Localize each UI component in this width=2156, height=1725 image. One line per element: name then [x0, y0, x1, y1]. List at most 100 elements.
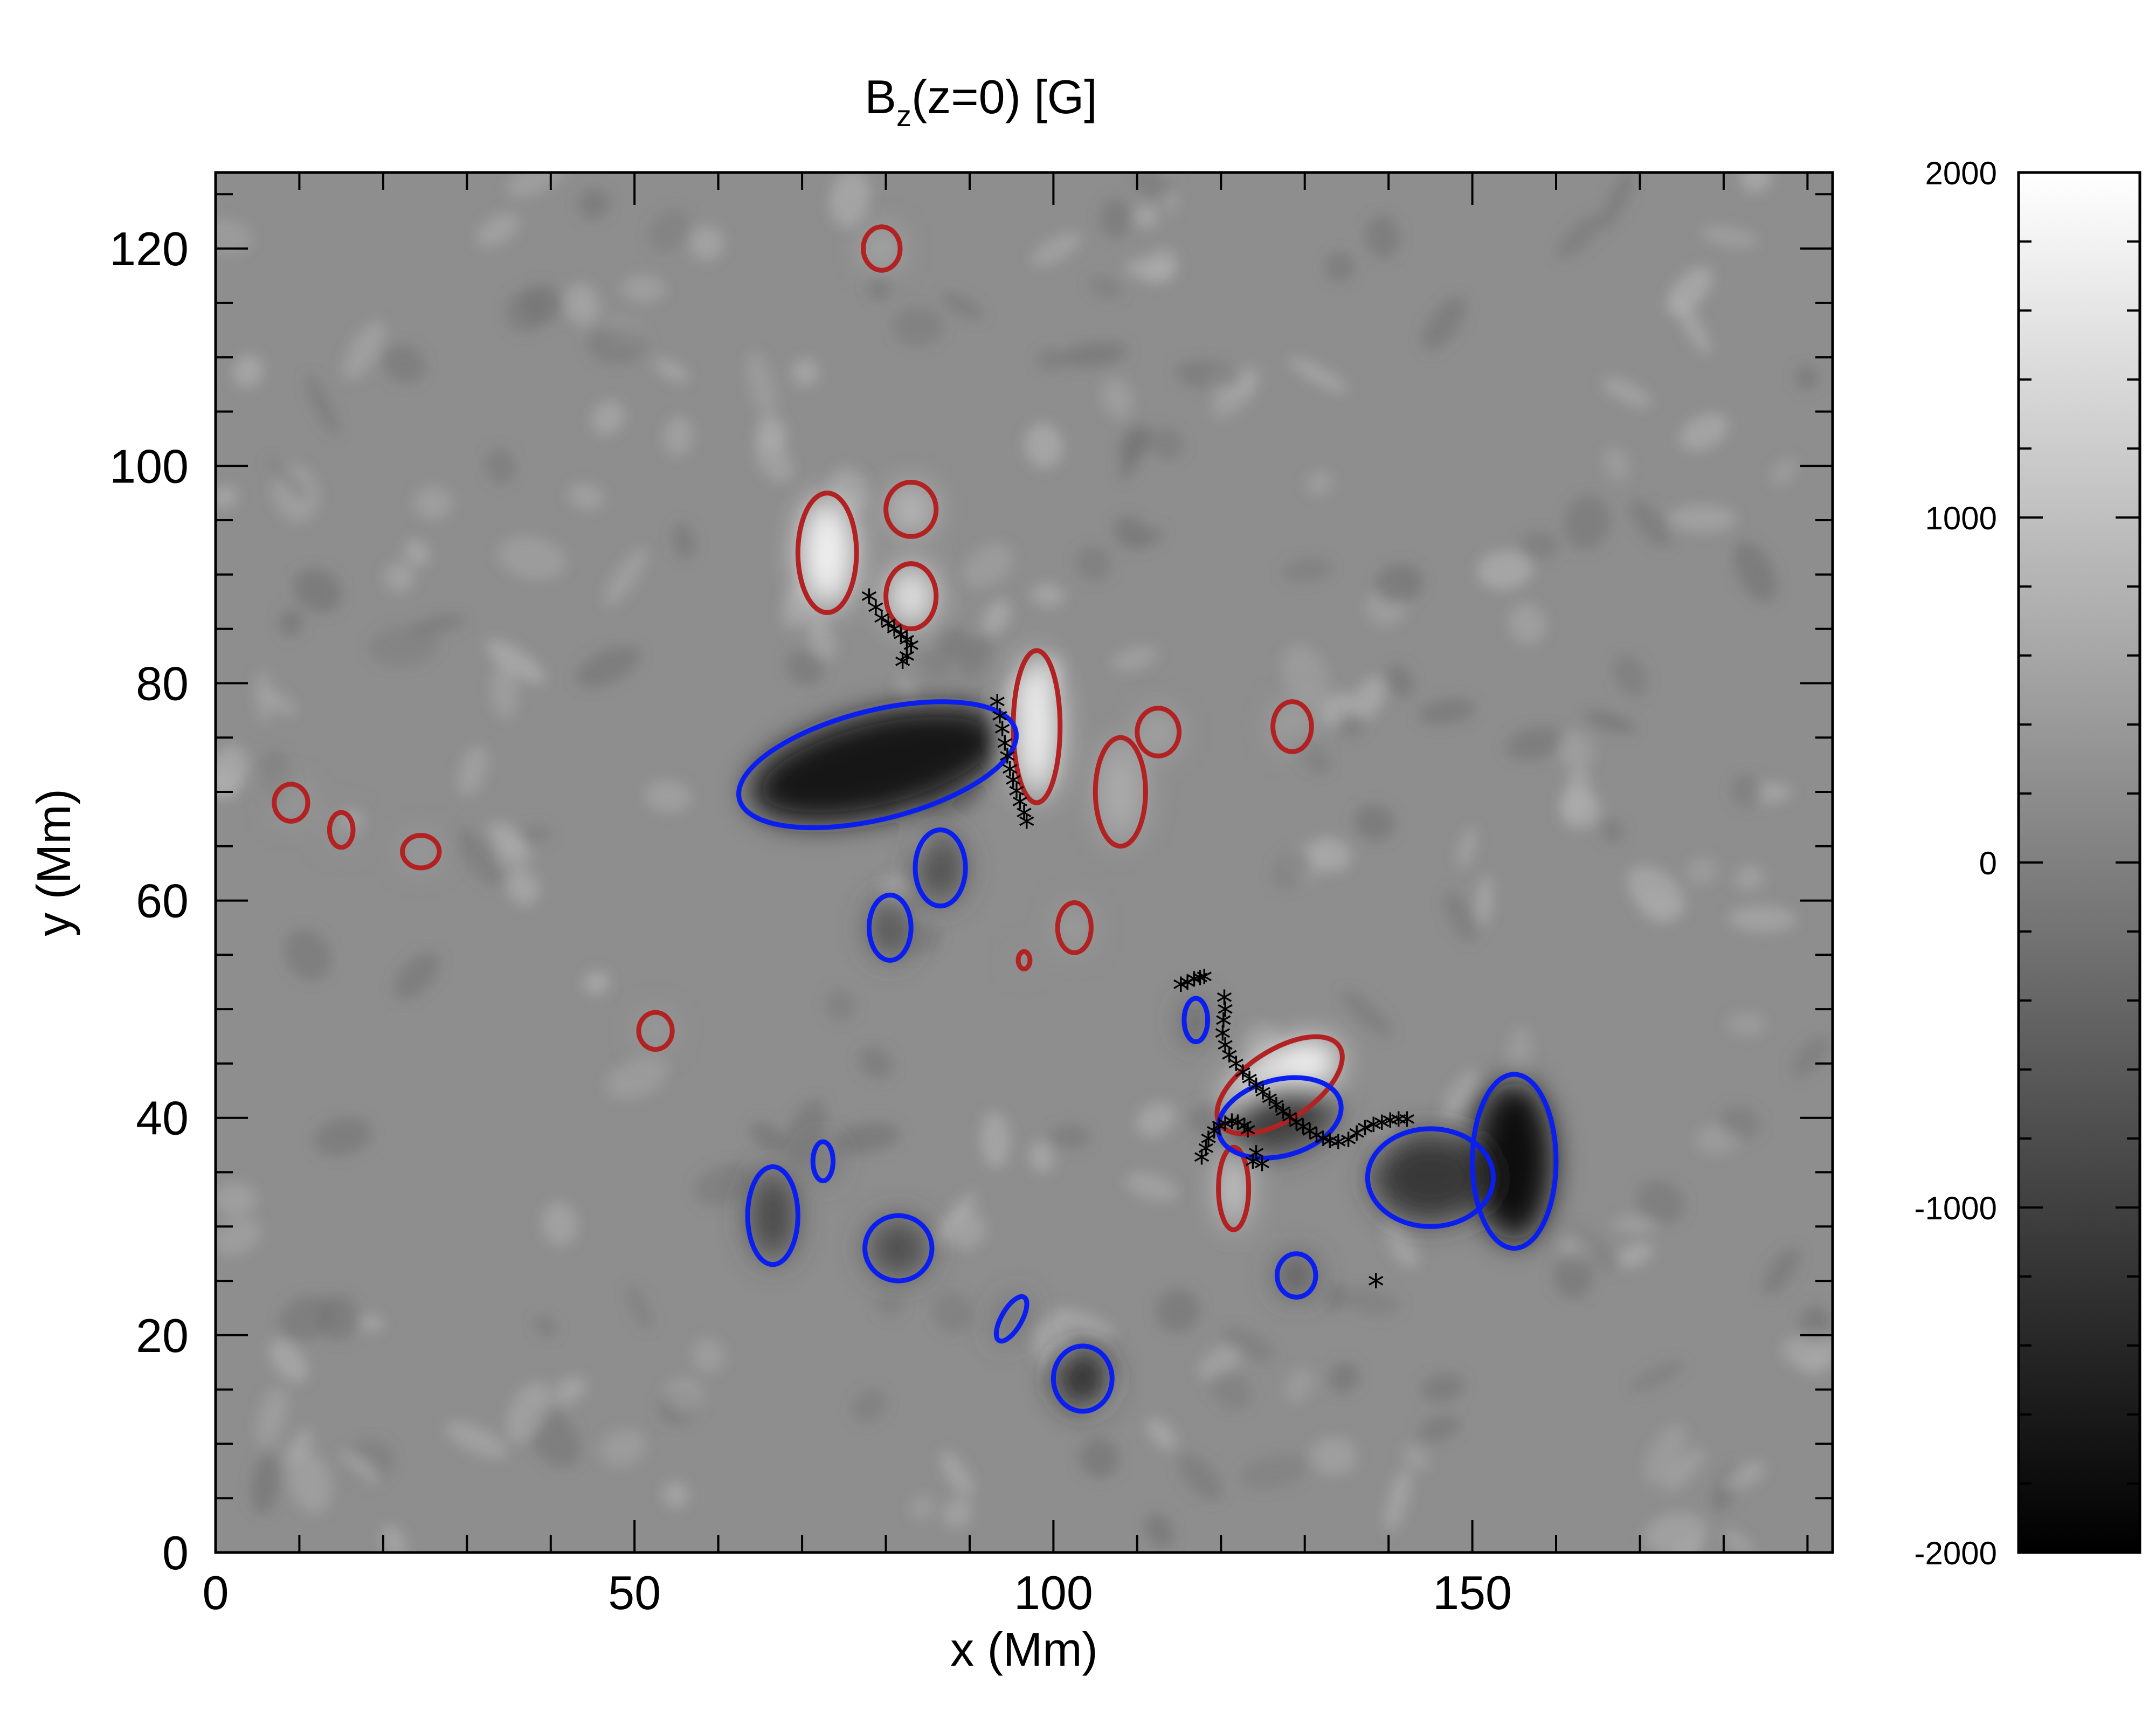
- granule: [1558, 731, 1593, 771]
- granule: [384, 562, 415, 592]
- marker-55: *: [1399, 1105, 1415, 1144]
- positive-contour-7: [1270, 699, 1314, 754]
- granule: [1441, 1070, 1481, 1122]
- colorbar: 2000 1000 0 -1000 -2000: [1915, 155, 2141, 1571]
- granule: [621, 275, 666, 302]
- x-tick-label: 50: [608, 1566, 661, 1619]
- colorbar-ticks: [2019, 171, 2140, 1554]
- granule: [1135, 205, 1158, 228]
- negative-field-region-28: [1055, 1348, 1110, 1409]
- marker-24: *: [1192, 964, 1208, 1003]
- negative-field-region-21: [1475, 1081, 1553, 1241]
- marker-67: *: [1248, 1138, 1264, 1178]
- granule: [1727, 1012, 1766, 1036]
- positive-contour-15: [636, 1010, 675, 1052]
- granule: [1421, 1373, 1465, 1403]
- granule: [1553, 1253, 1593, 1299]
- marker-43: *: [1302, 1117, 1318, 1156]
- granule: [1795, 366, 1819, 390]
- negative-contour-25: [862, 1213, 935, 1284]
- granule: [216, 1183, 257, 1216]
- marker-49: *: [1349, 1119, 1365, 1158]
- marker-63: *: [1240, 1116, 1256, 1155]
- marker-41: *: [1288, 1108, 1305, 1148]
- granule: [1519, 531, 1559, 560]
- granule: [1125, 1172, 1178, 1201]
- granule: [1723, 1530, 1753, 1552]
- positive-field-region-7: [1274, 703, 1310, 750]
- granule: [285, 929, 331, 981]
- granule: [1584, 711, 1636, 733]
- granule: [1285, 1368, 1314, 1403]
- granule: [1149, 427, 1184, 460]
- positive-field-region-13: [330, 813, 353, 846]
- granule: [1060, 341, 1128, 368]
- marker-12: *: [994, 715, 1011, 754]
- granule: [1036, 348, 1065, 371]
- granule: [932, 1292, 973, 1333]
- granule: [360, 1315, 384, 1331]
- negative-contour-23: [745, 1164, 800, 1267]
- granule: [664, 417, 693, 456]
- marker-28: *: [1215, 1006, 1232, 1045]
- granule: [285, 1430, 313, 1464]
- granule: [1636, 1180, 1685, 1224]
- granule: [825, 989, 856, 1021]
- granule: [832, 1122, 900, 1154]
- x-tick-label: 100: [1014, 1566, 1093, 1619]
- granule: [506, 1382, 551, 1443]
- marker-27: *: [1217, 995, 1234, 1034]
- marker-57: *: [1206, 1117, 1222, 1156]
- granule: [457, 746, 488, 796]
- x-axis-label: x (Mm): [950, 1623, 1098, 1676]
- negative-contour-16: [736, 699, 1019, 830]
- x-tick-label: 150: [1433, 1566, 1512, 1619]
- marker-29: *: [1214, 1019, 1231, 1059]
- positive-contour-12: [272, 782, 310, 824]
- granule: [495, 839, 533, 870]
- positive-contour-8: [1055, 900, 1094, 955]
- negative-field-region-16: [750, 707, 1005, 823]
- granule: [654, 358, 689, 383]
- granule: [1418, 698, 1476, 726]
- marker-52: *: [1373, 1108, 1390, 1148]
- granule: [256, 1386, 288, 1446]
- marker-47: *: [1330, 1128, 1346, 1167]
- granule: [1353, 804, 1395, 841]
- granule: [1740, 172, 1772, 192]
- marker-51: *: [1365, 1110, 1382, 1150]
- granule: [1602, 377, 1651, 408]
- marker-61: *: [1229, 1108, 1246, 1148]
- granule: [1031, 232, 1081, 266]
- granule: [1272, 850, 1310, 889]
- marker-23: *: [1186, 965, 1203, 1004]
- negative-contour-27: [993, 1294, 1029, 1344]
- granule: [896, 676, 920, 705]
- granule: [1210, 1370, 1252, 1410]
- granule: [505, 290, 548, 333]
- positive-field-region-1: [888, 484, 935, 535]
- granule: [1311, 1437, 1357, 1475]
- granule: [756, 416, 787, 452]
- granule: [782, 582, 811, 630]
- negative-field-region-19: [1185, 1000, 1207, 1040]
- granule: [852, 1389, 887, 1423]
- granule: [746, 351, 777, 419]
- marker-53: *: [1382, 1106, 1399, 1146]
- granule: [583, 971, 610, 995]
- field-regions: [275, 229, 1553, 1409]
- marker-33: *: [1234, 1058, 1251, 1098]
- magnetogram-plot: ****************************************…: [216, 172, 1833, 1552]
- granule: [1564, 767, 1591, 819]
- granule: [1089, 276, 1123, 299]
- granule: [1443, 891, 1477, 942]
- granule: [876, 1291, 903, 1319]
- granule: [867, 275, 892, 300]
- granule: [368, 625, 438, 666]
- granule: [1505, 727, 1565, 761]
- granule: [1666, 266, 1712, 316]
- granule: [534, 1316, 557, 1337]
- marker-6: *: [899, 626, 915, 665]
- granule: [1418, 1415, 1460, 1441]
- y-tick-label: 100: [109, 439, 189, 493]
